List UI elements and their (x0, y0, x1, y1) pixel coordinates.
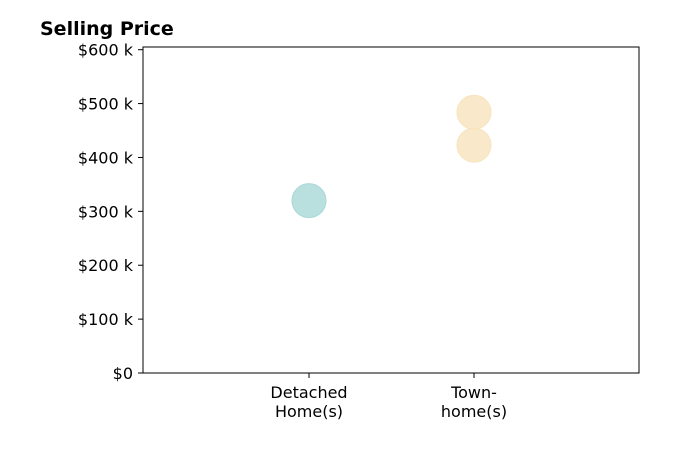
x-tick-label-line: Home(s) (275, 402, 343, 421)
x-tick-label: Town-home(s) (441, 383, 507, 421)
y-tick-label: $300 k (78, 202, 134, 221)
x-tick-label: Detached Home(s) (270, 383, 347, 421)
x-tick-label-line: home(s) (441, 402, 507, 421)
y-tick-label: $600 k (78, 41, 134, 60)
plot-marks (291, 94, 492, 219)
y-tick-label: $0 (113, 364, 133, 383)
x-tick-label-line: Detached (270, 383, 347, 402)
data-point (456, 127, 492, 163)
data-point (291, 183, 327, 219)
data-point (456, 94, 492, 130)
axes: $0 $100 k $200 k $300 k $400 k $500 k $600 k De… (78, 41, 640, 421)
y-tick-label: $200 k (78, 256, 134, 275)
x-tick-label-line: Town- (450, 383, 497, 402)
plot-frame (142, 46, 640, 374)
y-tick-label: $400 k (78, 148, 134, 167)
y-tick-label: $500 k (78, 95, 134, 114)
chart-title: Selling Price (40, 18, 174, 40)
y-tick-label: $100 k (78, 310, 134, 329)
